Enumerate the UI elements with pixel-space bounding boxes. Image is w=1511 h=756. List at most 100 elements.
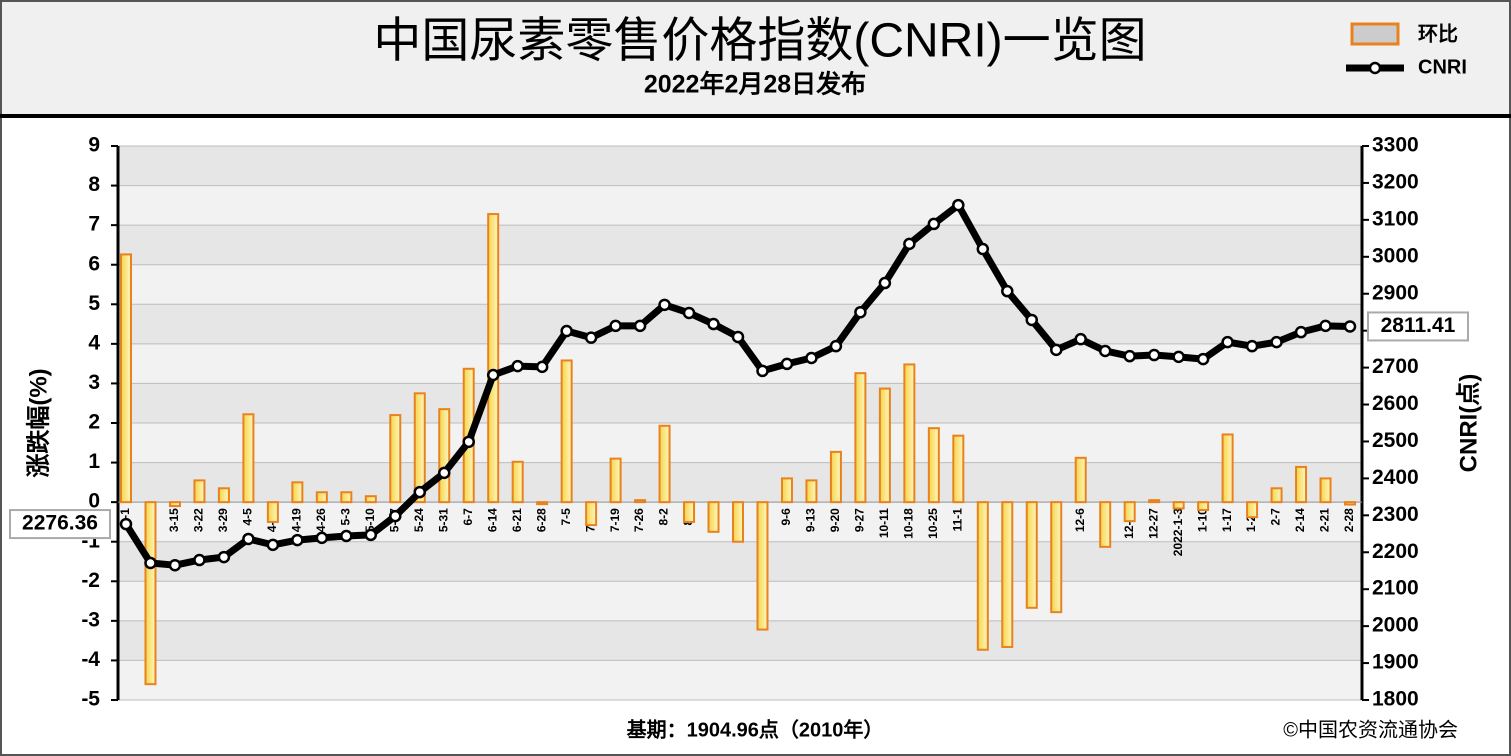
x-tick-label: 3-22	[192, 508, 206, 532]
bar	[952, 434, 965, 504]
x-tick-label: 11-1	[950, 508, 964, 532]
data-label-box	[9, 509, 111, 540]
bar	[438, 408, 451, 504]
line-marker	[584, 331, 598, 344]
data-label: 2276.36	[22, 512, 98, 535]
line-marker	[364, 528, 378, 542]
bar	[829, 450, 842, 504]
source: ©中国农资流通协会	[1283, 718, 1458, 741]
bar	[1270, 487, 1283, 504]
data-label: 2811.41	[1381, 314, 1456, 337]
y-tick-label: 8	[88, 173, 100, 196]
grid-band	[118, 343, 1362, 384]
x-tick-label: 2-7	[1269, 508, 1283, 526]
bar	[658, 424, 671, 504]
bar	[683, 501, 696, 523]
bar	[511, 460, 524, 504]
line-marker	[511, 359, 524, 373]
line-marker	[1123, 349, 1136, 363]
x-tick-label: 10-18	[902, 508, 916, 539]
y-tick-label: -5	[81, 688, 100, 711]
line-marker	[1196, 352, 1210, 366]
x-tick-label: 1-10	[1195, 508, 1209, 532]
bar	[780, 477, 793, 504]
line-marker	[1049, 343, 1063, 357]
x-tick-label: 4-5	[241, 508, 255, 526]
legend-swatch	[1350, 22, 1400, 46]
bar	[120, 253, 132, 504]
line-marker	[829, 339, 843, 353]
x-tick-label: 6-7	[461, 508, 475, 526]
y2-tick-label: 2400	[1372, 466, 1419, 489]
y-tick-label: 6	[88, 252, 100, 275]
y2-tick-label: 3000	[1372, 244, 1419, 267]
line-marker	[413, 485, 427, 499]
line-marker	[633, 319, 647, 333]
grid-band	[118, 423, 1362, 463]
bar	[1221, 433, 1234, 504]
x-tick-label: 6-21	[510, 508, 524, 532]
y-tick-label: -3	[81, 608, 100, 631]
line-marker	[1319, 319, 1332, 333]
bar	[340, 491, 353, 504]
x-tick-label: 7-19	[608, 508, 622, 532]
x-tick-label: 5-24	[412, 508, 426, 532]
y2-tick-label: 2200	[1372, 540, 1419, 563]
bar	[805, 479, 818, 504]
data-label-box	[1367, 311, 1469, 342]
y-axis-label: 涨跌幅(%)	[25, 368, 52, 477]
line-marker	[756, 364, 769, 378]
line-marker	[315, 531, 329, 545]
bar	[487, 213, 500, 504]
line-marker	[1270, 335, 1283, 349]
line-marker	[389, 509, 402, 523]
bar	[560, 359, 573, 504]
line-marker	[266, 538, 280, 552]
bar	[193, 479, 206, 504]
line-marker	[193, 553, 206, 567]
x-tick-label: 9-13	[804, 508, 818, 532]
x-tick-label: 10-25	[926, 508, 940, 539]
grid-band	[118, 185, 1362, 226]
legend-label: CNRI	[1418, 56, 1467, 78]
y2-tick-label: 2000	[1372, 614, 1419, 637]
chart-subtitle: 2022年2月28日发布	[644, 70, 866, 99]
x-tick-label: 12-27	[1146, 508, 1160, 539]
y-tick-label: 4	[88, 331, 100, 354]
line-marker	[976, 242, 990, 256]
y2-tick-label: 2300	[1372, 503, 1419, 526]
y2-tick-label: 2100	[1372, 577, 1419, 600]
bar	[1074, 456, 1087, 504]
bar	[707, 501, 720, 533]
bar	[413, 392, 426, 504]
x-tick-label: 4-26	[314, 508, 328, 532]
x-tick-label: 6-28	[534, 508, 548, 532]
y-tick-label: -4	[81, 648, 100, 671]
line-marker	[291, 533, 304, 547]
line-marker	[707, 317, 720, 331]
line-marker	[1001, 284, 1014, 298]
x-tick-label: 5-10	[363, 508, 377, 532]
line-marker	[609, 319, 622, 333]
line-marker	[1098, 344, 1112, 358]
bar	[976, 501, 989, 651]
line-marker	[535, 360, 549, 374]
line-marker	[731, 330, 745, 344]
header-band	[2, 2, 1509, 114]
line-marker	[1172, 350, 1185, 364]
x-tick-label: 5-3	[338, 508, 352, 526]
x-tick-label: 9-6	[779, 508, 793, 526]
x-tick-label: 1-17	[1220, 508, 1234, 532]
y2-tick-label: 2900	[1372, 281, 1419, 304]
bar	[609, 457, 622, 504]
y2-tick-label: 3200	[1372, 170, 1419, 193]
line-marker	[1074, 332, 1087, 346]
bar	[903, 363, 916, 504]
bar	[1197, 501, 1210, 512]
bar	[732, 501, 744, 543]
y2-tick-label: 3100	[1372, 207, 1419, 230]
line-marker	[168, 558, 182, 572]
bar	[536, 501, 549, 506]
bar	[1319, 477, 1332, 504]
